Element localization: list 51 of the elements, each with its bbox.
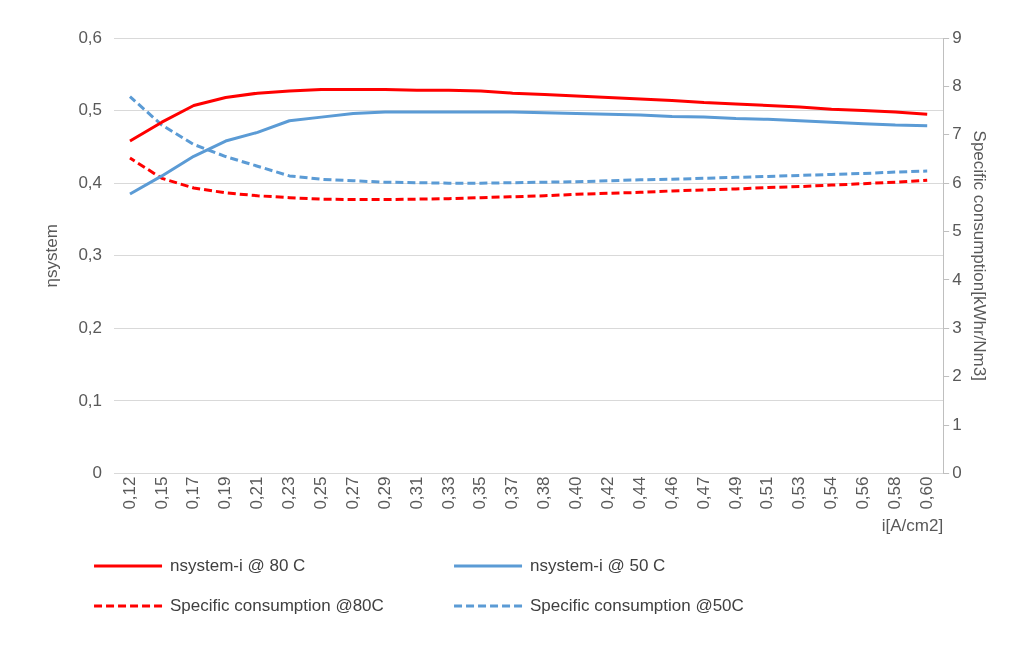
y-tick-label: 0 <box>92 463 103 483</box>
y-tick-label: 0,2 <box>78 318 103 338</box>
x-tick-label: 0,54 <box>821 476 841 510</box>
x-tick-label: 0,56 <box>853 476 873 510</box>
x-tick-label: 0,17 <box>183 476 203 510</box>
x-tick-label: 0,40 <box>566 476 586 510</box>
y2-tick-label: 7 <box>952 124 962 144</box>
y-axis-title: ηsystem <box>41 224 61 288</box>
x-tick-label: 0,37 <box>502 476 522 510</box>
y2-tick-label: 6 <box>952 172 962 192</box>
x-tick-label: 0,60 <box>916 476 936 510</box>
legend-label: nsystem-i @ 50 C <box>530 555 666 575</box>
y2-tick-label: 3 <box>952 318 962 338</box>
line-series <box>128 156 929 202</box>
y2-tick-label: 5 <box>952 221 962 241</box>
x-tick-label: 0,29 <box>374 476 394 510</box>
x-tick-label: 0,44 <box>629 476 649 510</box>
y2-tick-label: 4 <box>952 269 962 289</box>
legend-label: Specific consumption @50C <box>530 595 744 615</box>
x-tick-label: 0,53 <box>789 476 809 510</box>
y2-axis-title: Specific consumption[kWhr/Nm3] <box>970 130 990 381</box>
x-axis-title: i[A/cm2] <box>881 516 944 536</box>
x-tick-label: 0,21 <box>247 476 267 510</box>
legend-label: Specific consumption @80C <box>170 595 384 615</box>
legend-label: nsystem-i @ 80 C <box>170 555 306 575</box>
y2-tick-label: 8 <box>952 76 962 96</box>
y-tick-label: 0,6 <box>78 27 103 47</box>
x-tick-label: 0,35 <box>470 476 490 510</box>
x-tick-label: 0,15 <box>151 476 171 510</box>
y-tick-label: 0,5 <box>78 100 103 120</box>
y2-tick-label: 0 <box>952 463 962 483</box>
y2-tick-label: 9 <box>952 27 962 47</box>
y-tick-label: 0,1 <box>78 390 103 410</box>
x-tick-label: 0,31 <box>406 476 426 510</box>
x-tick-label: 0,58 <box>885 476 904 510</box>
x-tick-label: 0,27 <box>342 476 362 510</box>
y2-tick-label: 2 <box>952 366 962 386</box>
x-tick-label: 0,19 <box>215 476 235 510</box>
x-tick-label: 0,46 <box>661 476 681 510</box>
x-tick-label: 0,25 <box>311 476 330 510</box>
x-tick-label: 0,51 <box>757 476 777 510</box>
x-tick-label: 0,12 <box>119 476 139 510</box>
y-tick-label: 0,4 <box>78 172 103 192</box>
x-tick-label: 0,47 <box>693 476 713 510</box>
x-tick-label: 0,42 <box>598 476 617 510</box>
y-tick-label: 0,3 <box>78 245 103 265</box>
x-tick-label: 0,23 <box>279 476 299 510</box>
x-tick-label: 0,33 <box>438 476 458 510</box>
x-tick-label: 0,38 <box>534 476 554 510</box>
x-tick-label: 0,49 <box>725 476 745 510</box>
y2-tick-label: 1 <box>952 414 962 434</box>
